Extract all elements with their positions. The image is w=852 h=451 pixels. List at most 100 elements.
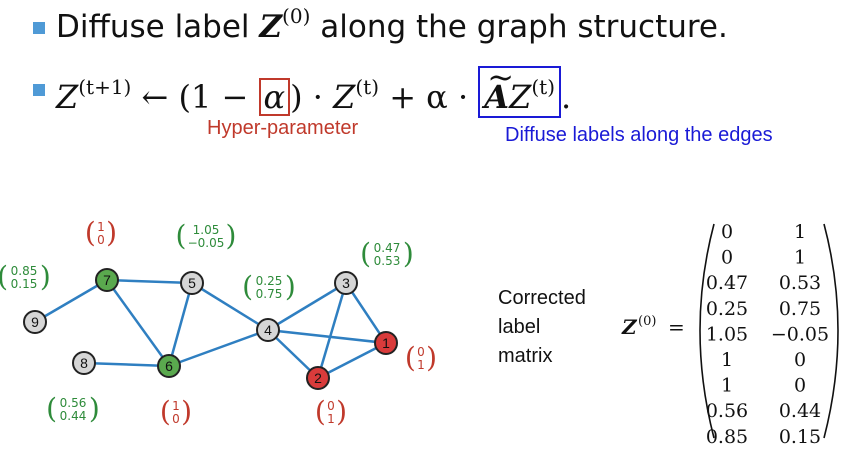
svg-text:6: 6 xyxy=(165,358,173,374)
caption-line-3: matrix xyxy=(498,345,553,367)
svg-text:1: 1 xyxy=(417,358,425,372)
node-9: 9 xyxy=(23,310,47,334)
node-8: 8 xyxy=(72,351,96,375)
plus-alpha: + α · xyxy=(379,78,479,116)
bullet-marker-2 xyxy=(33,84,45,96)
z-superscript: (0) xyxy=(282,4,311,28)
svg-text:1.05: 1.05 xyxy=(193,223,220,237)
svg-text:(: ( xyxy=(85,216,96,249)
edge-8-6 xyxy=(83,361,170,368)
svg-text:0: 0 xyxy=(417,345,425,359)
svg-text:−0.05: −0.05 xyxy=(188,236,225,250)
edge-5-6 xyxy=(167,282,194,367)
svg-text:): ) xyxy=(285,270,296,303)
adjacency-box: AZ(t) xyxy=(478,66,562,118)
svg-text:(: ( xyxy=(0,260,8,293)
edge-3-2 xyxy=(316,282,348,379)
edge-4-3 xyxy=(267,281,347,332)
edge-5-4 xyxy=(191,281,269,332)
svg-text:(: ( xyxy=(160,395,171,428)
matrix-right-paren xyxy=(823,223,839,439)
corrected-label-matrix-caption: Corrected label matrix xyxy=(498,284,586,371)
svg-text:(: ( xyxy=(242,270,253,303)
matrix-cell: 0.44 xyxy=(779,400,821,422)
vector-node-6: ()10 xyxy=(160,395,192,428)
svg-text:1: 1 xyxy=(97,220,105,234)
svg-text:0.53: 0.53 xyxy=(374,254,401,268)
edge-3-1 xyxy=(344,282,388,344)
graph-nodes: 1 2 3 4 5 6 7 8 9 xyxy=(23,268,398,390)
arrow-open: ← (1 − xyxy=(131,78,259,116)
edge-4-1 xyxy=(267,328,387,345)
a-tilde: A xyxy=(484,78,509,116)
caption-line-1: Corrected xyxy=(498,287,586,309)
node-5: 5 xyxy=(180,271,204,295)
matrix-cell: 0 xyxy=(794,349,806,371)
matrix-cell: 0 xyxy=(721,247,733,269)
matrix-lhs: Z xyxy=(621,315,638,339)
svg-text:0.56: 0.56 xyxy=(60,396,87,410)
matrix-cell: 0.47 xyxy=(706,272,748,294)
sup-t1: (t+1) xyxy=(78,75,132,99)
matrix-cell: 1 xyxy=(721,349,733,371)
svg-text:(: ( xyxy=(315,395,326,428)
svg-text:0.47: 0.47 xyxy=(374,241,401,255)
edge-7-5 xyxy=(106,278,193,285)
node-1: 1 xyxy=(374,331,398,355)
matrix-cell: 0 xyxy=(794,375,806,397)
bullet-1-text: Diffuse label Z(0) along the graph struc… xyxy=(56,4,728,45)
svg-text:0: 0 xyxy=(97,233,105,247)
z-t-inner: Z xyxy=(509,78,532,116)
z-t: Z xyxy=(333,78,356,116)
svg-text:): ) xyxy=(226,219,237,252)
matrix-cell: −0.05 xyxy=(771,323,829,345)
svg-text:): ) xyxy=(181,395,192,428)
svg-text:0: 0 xyxy=(327,399,335,413)
svg-text:5: 5 xyxy=(188,275,196,291)
svg-text:): ) xyxy=(89,392,100,425)
svg-text:1: 1 xyxy=(172,399,180,413)
matrix-lhs-sup: (0) xyxy=(638,314,656,329)
svg-text:): ) xyxy=(403,237,414,270)
svg-text:7: 7 xyxy=(103,272,111,288)
label-matrix: Z (0) = 0 1 0 1 0.47 0.53 0.25 0.75 1.05 −0.05 1 0 1 0 0.… xyxy=(621,221,839,448)
node-label-vectors: ()01()01()0.470.53()0.250.75()1.05−0.05(… xyxy=(0,216,437,428)
sup-t: (t) xyxy=(355,75,380,99)
z-t1: Z xyxy=(56,78,79,116)
update-formula: Z(t+1) ← (1 − α) · Z(t) + α · AZ(t). xyxy=(56,66,571,118)
node-2: 2 xyxy=(306,366,330,390)
matrix-cell: 1.05 xyxy=(706,323,748,345)
bullet-marker-1 xyxy=(33,22,45,34)
vector-node-9: ()0.850.15 xyxy=(0,260,51,293)
svg-text:(: ( xyxy=(405,341,416,374)
svg-text:4: 4 xyxy=(264,322,272,338)
matrix-cell: 0.53 xyxy=(779,272,821,294)
svg-text:1: 1 xyxy=(327,412,335,426)
svg-text:0: 0 xyxy=(172,412,180,426)
z-symbol: Z xyxy=(259,9,283,45)
svg-text:0.25: 0.25 xyxy=(256,274,283,288)
node-7: 7 xyxy=(95,268,119,292)
sup-t-inner: (t) xyxy=(531,75,556,99)
bullet-1-post: along the graph structure. xyxy=(310,9,728,45)
svg-text:0.44: 0.44 xyxy=(60,409,87,423)
vector-node-2: ()01 xyxy=(315,395,347,428)
vector-node-4: ()0.250.75 xyxy=(242,270,296,303)
node-4: 4 xyxy=(256,318,280,342)
edge-7-6 xyxy=(105,279,171,367)
svg-text:0.85: 0.85 xyxy=(11,264,38,278)
svg-text:): ) xyxy=(40,260,51,293)
edge-6-4 xyxy=(168,328,269,368)
matrix-cell: 0.85 xyxy=(706,426,748,448)
caption-line-2: label xyxy=(498,316,541,338)
svg-text:0.15: 0.15 xyxy=(11,277,38,291)
hyper-parameter-label: Hyper-parameter xyxy=(207,117,359,139)
svg-text:8: 8 xyxy=(80,355,88,371)
node-3: 3 xyxy=(334,271,358,295)
svg-text:1: 1 xyxy=(382,335,390,351)
svg-text:(: ( xyxy=(176,219,187,252)
matrix-cell: 0.75 xyxy=(779,298,821,320)
matrix-cell: 1 xyxy=(794,247,806,269)
edge-9-7 xyxy=(34,278,108,324)
matrix-cell: 0.15 xyxy=(779,426,821,448)
